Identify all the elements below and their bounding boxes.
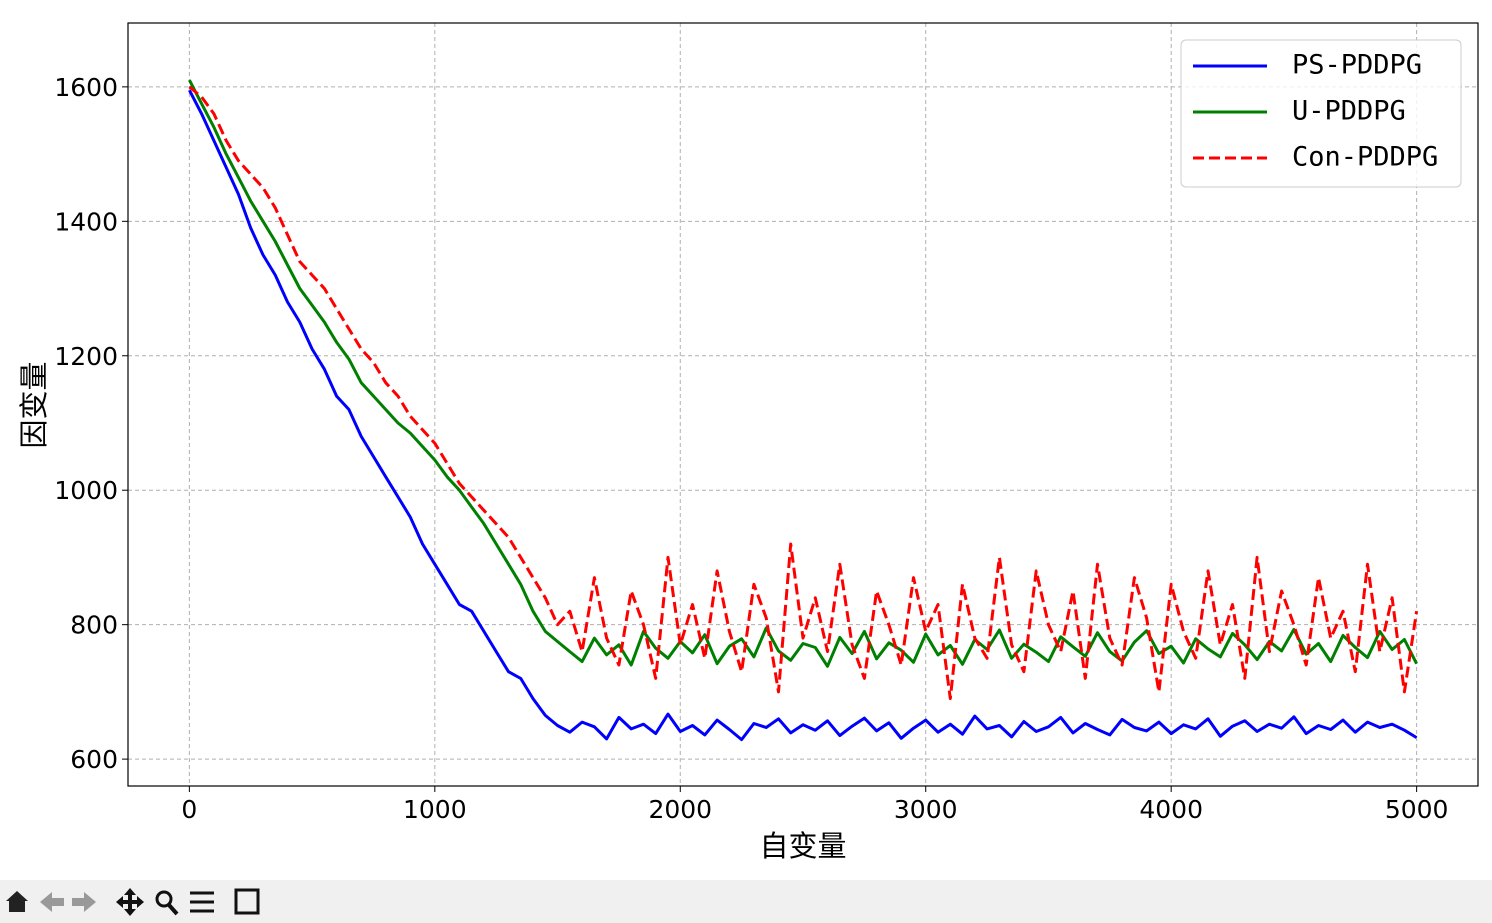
x-axis-label: 自变量 <box>759 829 846 863</box>
x-tick-label: 5000 <box>1385 795 1449 824</box>
x-tick-label: 4000 <box>1139 795 1203 824</box>
x-tick-label: 1000 <box>403 795 467 824</box>
series-line <box>188 85 1419 701</box>
y-axis-label: 因变量 <box>17 361 51 448</box>
y-tick-label: 800 <box>70 611 118 640</box>
plot-frame <box>127 22 1479 787</box>
toolbar <box>0 880 1492 923</box>
y-tick-label: 1600 <box>54 73 118 102</box>
back-button[interactable] <box>40 892 64 912</box>
zoom-handle <box>167 903 179 916</box>
x-tick-label: 3000 <box>894 795 958 824</box>
configure-button[interactable] <box>190 891 214 913</box>
legend-label: Con-PDDPG <box>1292 142 1438 173</box>
toolbar-background <box>0 880 1492 923</box>
legend-label: U-PDDPG <box>1292 96 1406 127</box>
x-tick-label: 2000 <box>648 795 712 824</box>
y-tick-label: 1000 <box>54 476 118 505</box>
legend-box <box>1180 39 1462 188</box>
legend-label: PS-PDDPG <box>1292 50 1422 81</box>
zoom-button[interactable] <box>155 890 173 908</box>
forward-button[interactable] <box>72 892 96 912</box>
series-line <box>188 89 1418 742</box>
legend: PS-PDDPG U-PDDPG Con-PDDPG <box>1180 39 1462 188</box>
home-button[interactable] <box>6 891 28 912</box>
series-line <box>188 79 1418 668</box>
y-tick-label: 1200 <box>54 342 118 371</box>
y-tick-label: 1400 <box>54 207 118 236</box>
pan-button[interactable] <box>116 888 144 916</box>
x-tick-label: 0 <box>181 795 197 824</box>
save-button[interactable] <box>234 888 260 915</box>
y-tick-label: 600 <box>70 745 118 774</box>
